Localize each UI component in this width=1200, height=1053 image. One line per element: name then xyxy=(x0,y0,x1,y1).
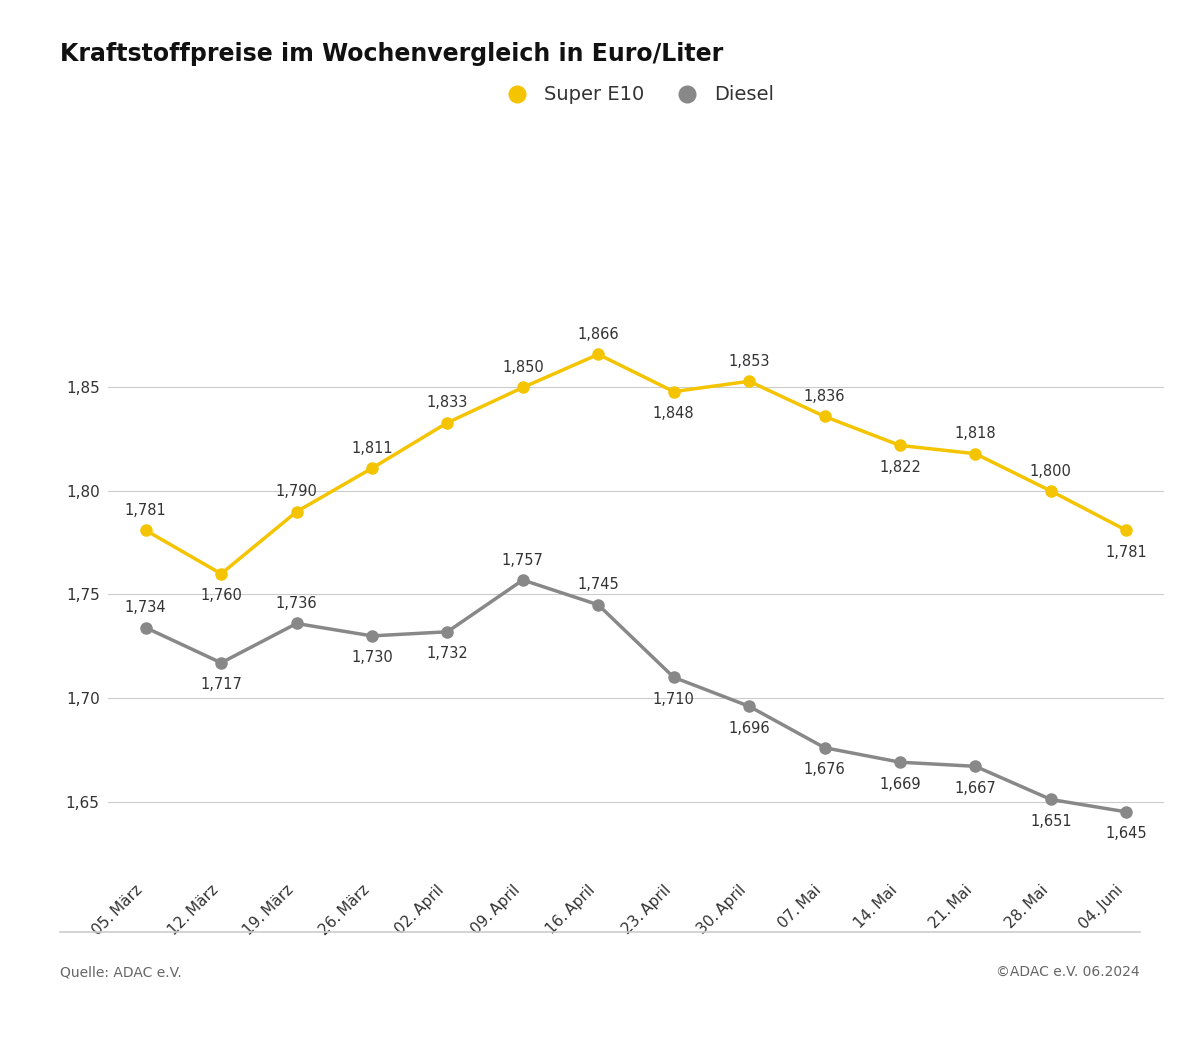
Text: 1,833: 1,833 xyxy=(427,395,468,411)
Text: 1,667: 1,667 xyxy=(954,781,996,796)
Text: 1,710: 1,710 xyxy=(653,692,695,707)
Text: 1,745: 1,745 xyxy=(577,577,619,593)
Text: 1,676: 1,676 xyxy=(804,762,846,777)
Text: Kraftstoffpreise im Wochenvergleich in Euro/Liter: Kraftstoffpreise im Wochenvergleich in E… xyxy=(60,42,724,66)
Text: 1,760: 1,760 xyxy=(200,589,242,603)
Text: ©ADAC e.V. 06.2024: ©ADAC e.V. 06.2024 xyxy=(996,966,1140,979)
Text: 1,732: 1,732 xyxy=(426,647,468,661)
Text: 1,800: 1,800 xyxy=(1030,463,1072,478)
Text: 1,781: 1,781 xyxy=(1105,544,1147,560)
Text: 1,811: 1,811 xyxy=(352,441,392,456)
Text: 1,736: 1,736 xyxy=(276,596,317,611)
Text: 1,669: 1,669 xyxy=(880,777,920,792)
Text: 1,850: 1,850 xyxy=(502,360,544,375)
Text: 1,730: 1,730 xyxy=(352,651,392,665)
Text: 1,757: 1,757 xyxy=(502,553,544,568)
Text: 1,848: 1,848 xyxy=(653,406,695,421)
Text: 1,866: 1,866 xyxy=(577,326,619,342)
Legend: Super E10, Diesel: Super E10, Diesel xyxy=(490,78,782,112)
Text: 1,696: 1,696 xyxy=(728,721,770,736)
Text: 1,822: 1,822 xyxy=(880,460,920,475)
Text: 1,734: 1,734 xyxy=(125,600,167,615)
Text: 1,717: 1,717 xyxy=(200,677,242,692)
Text: 1,651: 1,651 xyxy=(1030,814,1072,829)
Text: 1,853: 1,853 xyxy=(728,354,770,369)
Text: 1,818: 1,818 xyxy=(955,426,996,441)
Text: Quelle: ADAC e.V.: Quelle: ADAC e.V. xyxy=(60,966,181,979)
Text: 1,790: 1,790 xyxy=(276,484,318,499)
Text: 1,645: 1,645 xyxy=(1105,827,1147,841)
Text: 1,781: 1,781 xyxy=(125,503,167,518)
Text: 1,836: 1,836 xyxy=(804,389,845,404)
